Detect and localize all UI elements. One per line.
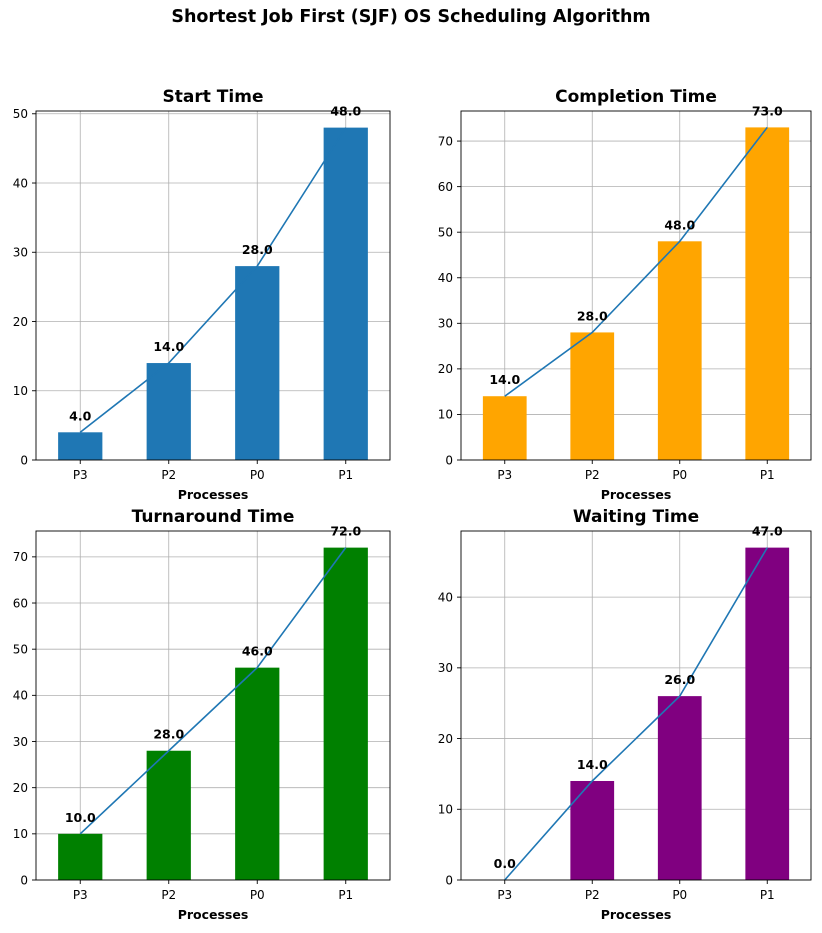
y-tick-label: 10: [438, 408, 453, 422]
y-tick-label: 10: [438, 803, 453, 817]
y-tick-label: 50: [13, 107, 28, 121]
x-tick-label-p1: P1: [760, 468, 775, 482]
y-tick-label: 60: [438, 180, 453, 194]
bar-p3: [482, 396, 527, 460]
series-line: [504, 547, 768, 881]
y-tick-label: 0: [20, 873, 28, 887]
y-tick-label: 40: [13, 689, 28, 703]
data-label-p3: 10.0: [65, 810, 96, 825]
x-axis-label: Processes: [178, 907, 249, 922]
x-tick-label-p1: P1: [338, 468, 353, 482]
series-line: [79, 547, 347, 835]
bar-p3: [58, 833, 103, 880]
x-tick-label-p2: P2: [161, 888, 176, 902]
bar-p1: [323, 127, 368, 460]
data-label-p2: 28.0: [577, 308, 608, 323]
y-tick-label: 20: [438, 732, 453, 746]
y-tick-label: 40: [13, 176, 28, 190]
data-label-p2: 28.0: [153, 727, 184, 742]
bar-p0: [657, 696, 702, 880]
data-label-p0: 46.0: [242, 644, 273, 659]
x-tick-label-p1: P1: [338, 888, 353, 902]
y-tick-label: 20: [13, 315, 28, 329]
y-tick-label: 40: [438, 590, 453, 604]
axes-frame: [460, 110, 812, 461]
bar-p0: [235, 667, 280, 880]
y-tick-label: 30: [13, 735, 28, 749]
x-tick-label-p0: P0: [672, 888, 687, 902]
y-tick-label: 20: [13, 781, 28, 795]
bar-p1: [745, 547, 790, 880]
bar-p3: [58, 432, 103, 460]
bar-p2: [570, 780, 615, 880]
x-tick-label-p1: P1: [760, 888, 775, 902]
chart-title: Turnaround Time: [132, 507, 295, 527]
x-axis-label: Processes: [601, 907, 672, 922]
y-tick-label: 30: [438, 317, 453, 331]
y-tick-label: 70: [13, 550, 28, 564]
axes-frame: [35, 110, 391, 461]
y-tick-label: 0: [445, 873, 453, 887]
bar-p0: [657, 241, 702, 460]
data-label-p0: 26.0: [664, 672, 695, 687]
bar-p1: [745, 127, 790, 460]
axes-frame: [35, 530, 391, 881]
x-tick-label-p2: P2: [585, 468, 600, 482]
data-label-p3: 4.0: [69, 408, 91, 423]
chart-title: Waiting Time: [573, 507, 699, 527]
y-tick-label: 30: [13, 246, 28, 260]
axes-frame: [460, 530, 812, 881]
x-tick-label-p3: P3: [73, 468, 88, 482]
data-label-p2: 14.0: [577, 757, 608, 772]
series-line: [79, 127, 347, 433]
bar-p2: [146, 363, 191, 460]
figure-title: Shortest Job First (SJF) OS Scheduling A…: [171, 7, 651, 27]
x-axis-label: Processes: [601, 487, 672, 502]
chart-title: Completion Time: [555, 87, 717, 107]
series-line: [504, 126, 768, 397]
y-tick-label: 50: [13, 642, 28, 656]
x-tick-label-p0: P0: [672, 468, 687, 482]
x-tick-label-p3: P3: [497, 888, 512, 902]
chart-title: Start Time: [163, 87, 264, 107]
data-label-p3: 0.0: [494, 856, 516, 871]
y-tick-label: 10: [13, 384, 28, 398]
bar-p0: [235, 266, 280, 460]
y-tick-label: 40: [438, 271, 453, 285]
y-tick-label: 0: [445, 453, 453, 467]
y-tick-label: 70: [438, 134, 453, 148]
y-tick-label: 30: [438, 661, 453, 675]
x-tick-label-p2: P2: [585, 888, 600, 902]
x-tick-label-p0: P0: [250, 468, 265, 482]
y-tick-label: 20: [438, 362, 453, 376]
x-tick-label-p2: P2: [161, 468, 176, 482]
x-tick-label-p3: P3: [497, 468, 512, 482]
x-tick-label-p0: P0: [250, 888, 265, 902]
data-label-p3: 14.0: [489, 372, 520, 387]
y-tick-label: 50: [438, 225, 453, 239]
y-tick-label: 60: [13, 596, 28, 610]
data-label-p0: 28.0: [242, 242, 273, 257]
bar-p2: [146, 750, 191, 880]
data-label-p2: 14.0: [153, 339, 184, 354]
y-tick-label: 10: [13, 827, 28, 841]
bar-p1: [323, 547, 368, 880]
x-tick-label-p3: P3: [73, 888, 88, 902]
x-axis-label: Processes: [178, 487, 249, 502]
data-label-p0: 48.0: [664, 217, 695, 232]
y-tick-label: 0: [20, 453, 28, 467]
bar-p2: [570, 332, 615, 460]
